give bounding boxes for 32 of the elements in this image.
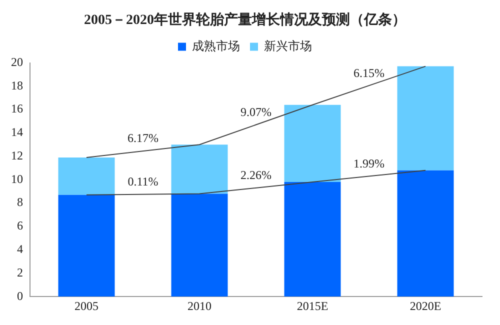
annotation: 6.15% (354, 66, 384, 80)
y-tick-label: 6 (17, 218, 23, 233)
annotation: 1.99% (354, 156, 384, 170)
chart-title: 2005－2020年世界轮胎产量增长情况及预测（亿条） (84, 11, 406, 28)
y-tick-label: 2 (17, 265, 23, 280)
bar (397, 170, 454, 297)
bar (58, 157, 115, 195)
bar (171, 194, 228, 297)
legend-label: 成熟市场 (192, 38, 240, 53)
annotation: 6.17% (128, 131, 158, 146)
y-tick-label: 12 (11, 148, 23, 162)
bar (58, 194, 115, 297)
y-tick-label: 14 (11, 125, 23, 140)
bar (397, 66, 454, 170)
legend-label: 新兴市场 (264, 38, 312, 53)
y-tick-label: 16 (11, 102, 23, 116)
y-tick-label: 18 (11, 78, 23, 92)
y-tick-label: 0 (17, 288, 23, 303)
y-tick-label: 4 (17, 242, 23, 256)
bar (284, 182, 341, 297)
bar (284, 104, 341, 182)
bar (171, 144, 228, 194)
x-tick-label: 2020E (410, 298, 442, 313)
annotation: 9.07% (240, 104, 272, 119)
y-tick-label: 20 (11, 54, 23, 69)
annotation: 2.26% (240, 168, 272, 182)
x-tick-label: 2015E (296, 298, 328, 313)
x-tick-label: 2010 (188, 298, 212, 313)
x-tick-label: 2005 (74, 298, 98, 313)
y-tick-label: 10 (11, 172, 23, 186)
annotation: 0.11% (128, 174, 158, 188)
y-tick-label: 8 (17, 195, 23, 210)
